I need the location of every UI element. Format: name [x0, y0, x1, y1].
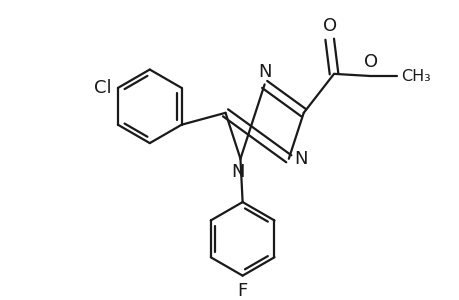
Text: N: N	[293, 150, 307, 168]
Text: N: N	[231, 163, 245, 181]
Text: CH₃: CH₃	[400, 68, 430, 83]
Text: O: O	[322, 17, 336, 35]
Text: O: O	[363, 53, 377, 71]
Text: F: F	[237, 282, 247, 300]
Text: Cl: Cl	[94, 79, 111, 97]
Text: N: N	[257, 63, 271, 81]
